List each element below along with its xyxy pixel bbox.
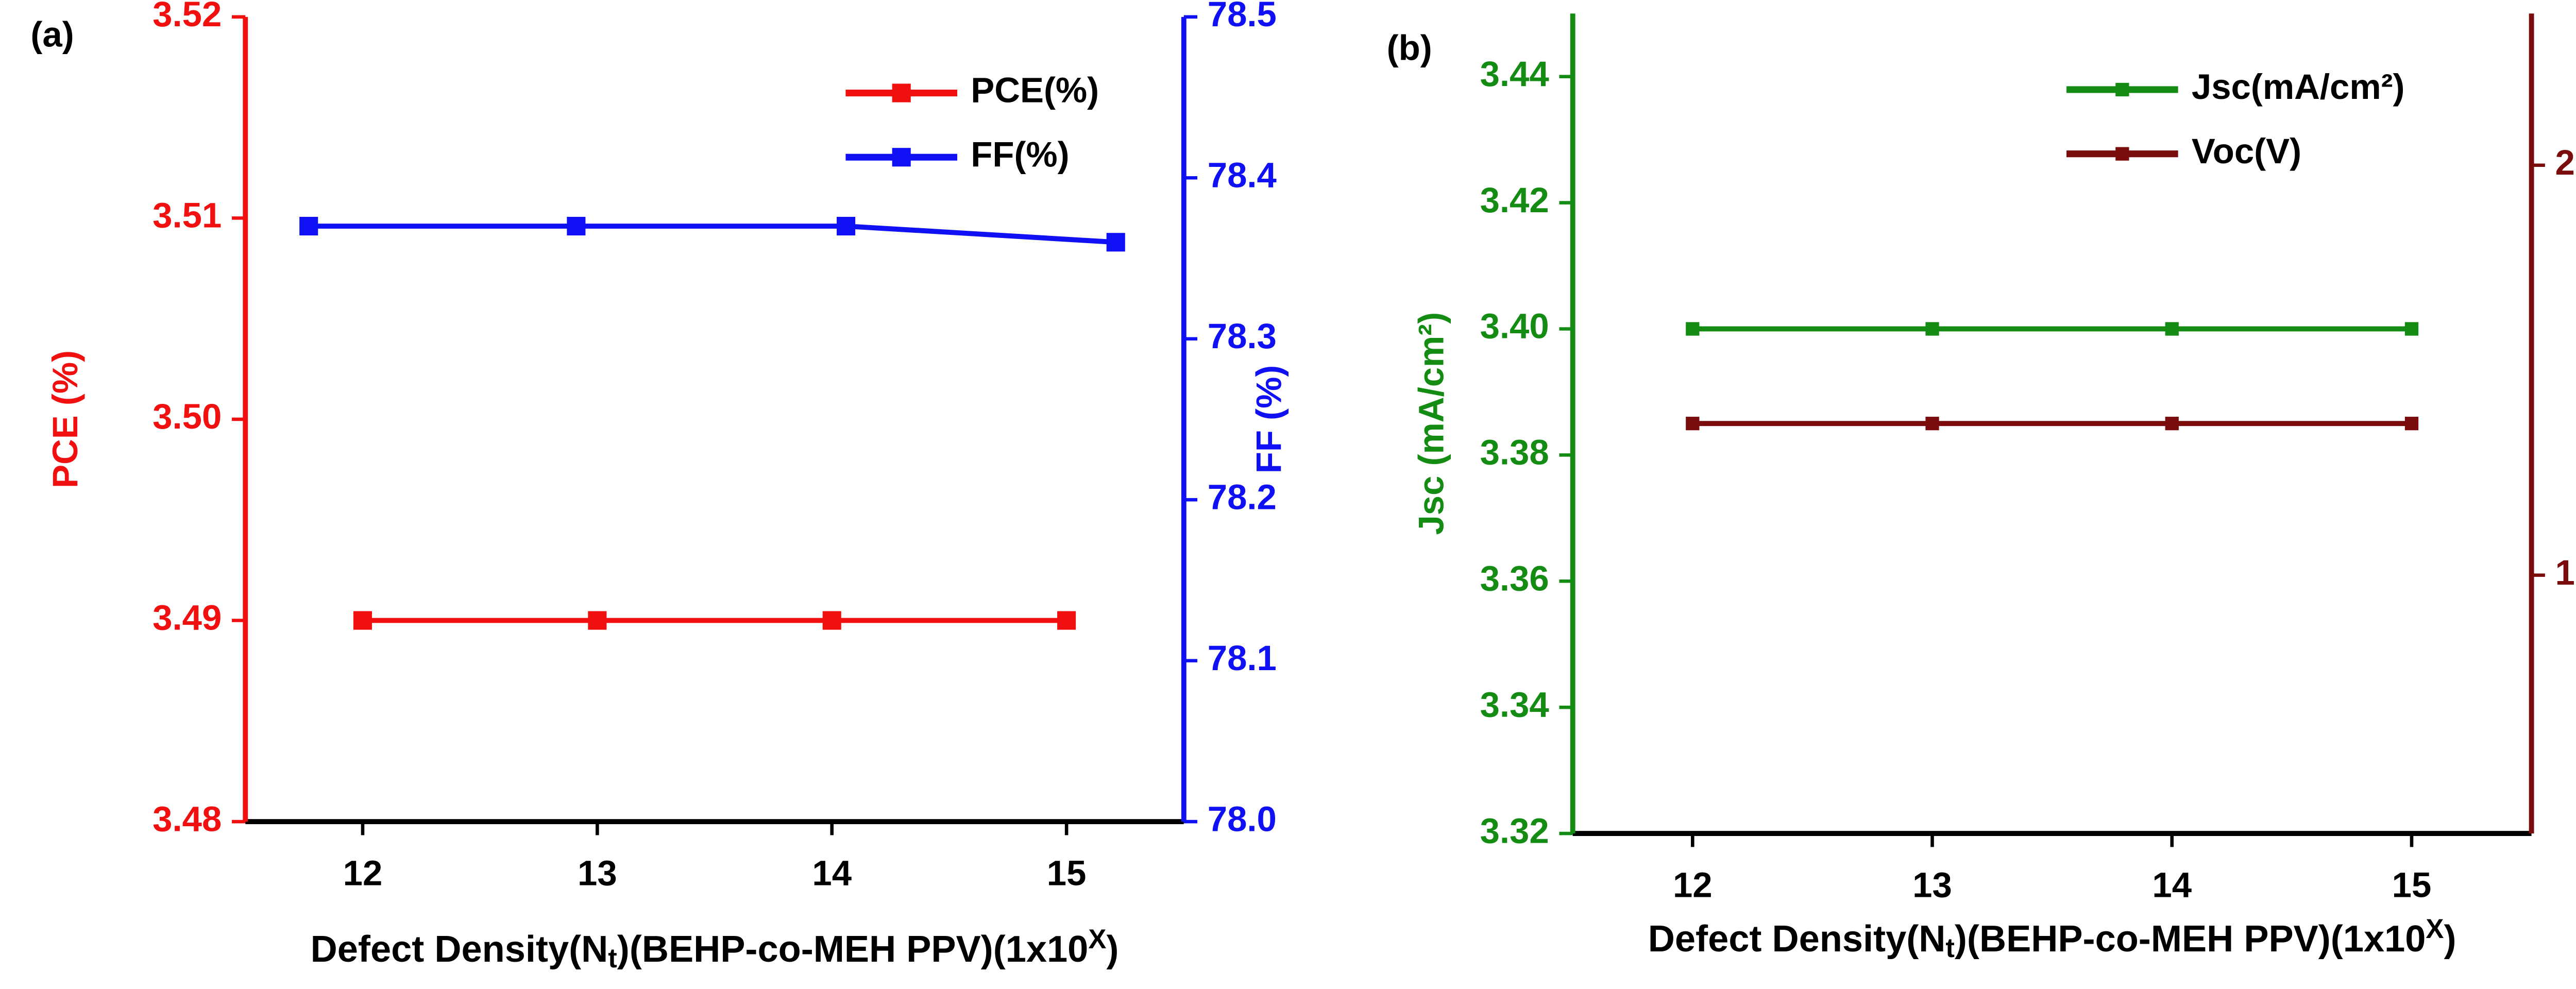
y-tick-label: 3.38 — [1480, 433, 1549, 472]
marker — [1925, 322, 1939, 336]
y-tick-label: 3.44 — [1480, 54, 1549, 94]
x-axis-label: Defect Density(Nt)(BEHP-co-MEH PPV)(1x10… — [311, 924, 1119, 973]
y-tick-label: 78.4 — [1208, 155, 1277, 195]
y-tick-label: 78.0 — [1208, 799, 1277, 839]
marker — [588, 611, 607, 630]
y-tick-label: 78.1 — [1208, 638, 1277, 678]
y-tick-label: 3.49 — [152, 598, 222, 638]
x-axis-label-part: ) — [1106, 929, 1118, 970]
marker — [567, 216, 586, 236]
marker — [837, 216, 856, 236]
x-tick-label: 15 — [1047, 853, 1087, 893]
marker — [2404, 322, 2419, 336]
x-axis-label-part: X — [1088, 924, 1106, 954]
x-axis-label: Defect Density(Nt)(BEHP-co-MEH PPV)(1x10… — [1648, 914, 2456, 963]
y-tick-label: 3.34 — [1480, 685, 1549, 724]
y-tick-label: 3.48 — [152, 799, 222, 839]
legend-marker — [2115, 82, 2129, 97]
marker — [1057, 611, 1076, 630]
legend-marker — [2115, 147, 2129, 161]
legend-label: Voc(V) — [2192, 131, 2301, 171]
x-axis-label-part: Defect Density(N — [311, 929, 608, 970]
series-line — [309, 224, 1116, 245]
x-axis-label-part: t — [1945, 933, 1954, 963]
y-tick-label: 3.36 — [1480, 558, 1549, 598]
marker — [353, 611, 372, 630]
x-axis-label-part: t — [608, 943, 617, 974]
legend-label: PCE(%) — [971, 71, 1099, 110]
legend-label: Jsc(mA/cm²) — [2192, 67, 2405, 107]
panel-label: (a) — [30, 14, 74, 54]
x-axis-label-part: Defect Density(N — [1648, 918, 1946, 960]
y-tick-label: 78.2 — [1208, 477, 1277, 517]
marker — [822, 611, 841, 630]
y-tick-label: 1 — [2555, 553, 2575, 592]
marker — [1925, 417, 1939, 431]
legend-marker — [892, 83, 911, 103]
x-axis-label-part: ) — [2444, 918, 2456, 960]
x-tick-label: 14 — [812, 853, 852, 893]
y-tick-label: 3.32 — [1480, 811, 1549, 850]
y2-axis-label: FF (%) — [1249, 365, 1289, 474]
marker — [2165, 417, 2179, 431]
x-tick-label: 15 — [2392, 865, 2432, 905]
marker — [2404, 417, 2419, 431]
x-axis-label-part: )(BEHP-co-MEH PPV)(1x10 — [1955, 918, 2426, 960]
y-tick-label: 2 — [2555, 143, 2575, 182]
marker — [1686, 417, 1700, 431]
x-tick-label: 13 — [1912, 865, 1952, 905]
marker — [299, 216, 318, 236]
x-tick-label: 12 — [343, 853, 383, 893]
y-tick-label: 3.50 — [152, 397, 222, 436]
x-axis-label-part: )(BEHP-co-MEH PPV)(1x10 — [617, 929, 1089, 970]
x-tick-label: 13 — [578, 853, 617, 893]
y-tick-label: 78.3 — [1208, 316, 1277, 356]
y-axis-label: Jsc (mA/cm²) — [1412, 312, 1451, 535]
y-tick-label: 3.42 — [1480, 180, 1549, 220]
marker — [2165, 322, 2179, 336]
x-axis-label-part: X — [2426, 914, 2444, 944]
x-tick-label: 12 — [1673, 865, 1713, 905]
legend-label: FF(%) — [971, 134, 1069, 174]
y-tick-label: 3.40 — [1480, 306, 1549, 346]
marker — [1106, 233, 1125, 252]
y-tick-label: 3.52 — [152, 0, 222, 34]
x-tick-label: 14 — [2152, 865, 2192, 905]
marker — [1686, 322, 1700, 336]
y-tick-label: 3.51 — [152, 196, 222, 235]
y-tick-label: 78.5 — [1208, 0, 1277, 34]
y-axis-label: PCE (%) — [45, 350, 85, 488]
legend-marker — [892, 148, 911, 167]
panel-label: (b) — [1387, 28, 1432, 68]
